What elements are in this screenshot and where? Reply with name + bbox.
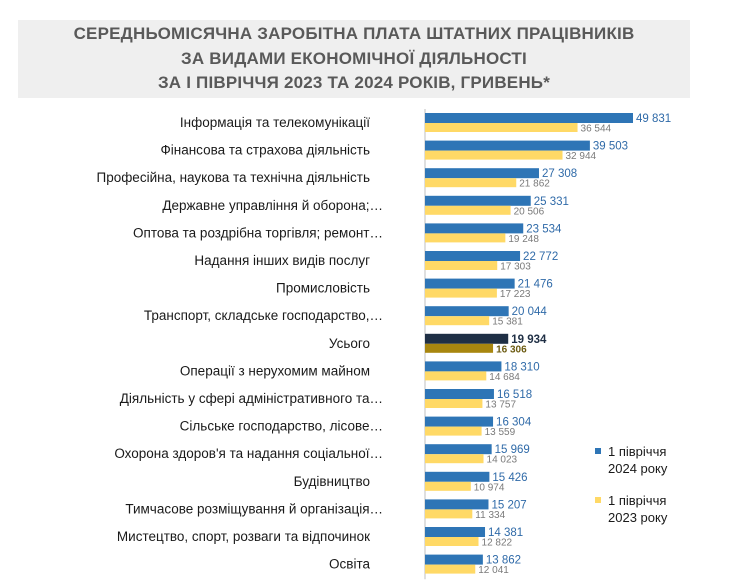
bar-2024 [425, 251, 521, 261]
value-label-2023: 15 381 [492, 317, 523, 328]
value-label-2023: 32 944 [566, 151, 597, 162]
bar-2024 [425, 113, 633, 123]
value-label-2023: 21 862 [519, 179, 550, 190]
value-label-2024: 27 308 [542, 168, 577, 180]
bar-2024 [425, 361, 502, 372]
category-label: Тимчасове розміщування й організація… [125, 501, 383, 516]
category-label: Будівництво [294, 474, 370, 489]
category-label: Державне управління й оборона;… [162, 198, 383, 213]
value-label-2023: 17 303 [500, 262, 531, 273]
legend-label: 1 півріччя [608, 444, 666, 459]
legend-swatch [595, 497, 601, 503]
category-label: Промисловість [276, 281, 370, 296]
value-label-2023: 13 757 [485, 400, 516, 411]
bar-2024 [425, 554, 483, 565]
value-label-2023: 19 248 [508, 234, 539, 245]
value-label-2024: 39 503 [593, 141, 628, 153]
value-label-2024: 22 772 [523, 251, 558, 263]
bar-2023 [425, 123, 578, 132]
legend-label: 2023 року [608, 510, 668, 525]
bar-2024 [425, 389, 494, 399]
bar-2024 [425, 195, 531, 206]
category-label: Інформація та телекомунікації [180, 115, 370, 130]
category-label: Надання інших видів послуг [194, 253, 370, 268]
legend-label: 2024 року [608, 461, 668, 476]
value-label-2024: 14 381 [488, 527, 523, 539]
bar-2023 [425, 481, 471, 491]
bar-2023 [425, 564, 476, 574]
value-label-2024: 15 969 [495, 444, 530, 456]
bar-2024 [425, 471, 490, 482]
bar-2024 [425, 168, 539, 179]
bar-2024 [425, 527, 486, 537]
value-label-2024: 49 831 [636, 113, 671, 125]
value-label-2024: 20 044 [512, 306, 548, 318]
category-label: Оптова та роздрібна торгівля; ремонт… [133, 225, 383, 240]
title-line-3: ЗА І ПІВРІЧЧЯ 2023 ТА 2024 РОКІВ, ГРИВЕН… [157, 73, 551, 92]
bar-2023 [425, 454, 484, 464]
bar-2023 [425, 288, 497, 298]
category-label: Усього [329, 336, 370, 351]
value-label-2023: 14 684 [489, 372, 520, 383]
value-label-2023: 16 306 [496, 344, 527, 355]
bar-2023 [425, 343, 494, 353]
category-label: Професійна, наукова та технічна діяльніс… [96, 170, 370, 185]
bar-2023 [425, 150, 563, 160]
category-label: Транспорт, складське господарство,… [144, 308, 383, 323]
bar-2024 [425, 278, 515, 289]
bar-2024 [425, 333, 509, 344]
value-label-2023: 11 334 [475, 510, 505, 521]
value-label-2024: 19 934 [511, 334, 547, 346]
bar-2024 [425, 223, 524, 234]
value-label-2024: 15 426 [492, 472, 527, 484]
value-label-2024: 13 862 [486, 555, 521, 567]
value-label-2024: 25 331 [534, 196, 569, 208]
bar-2024 [425, 499, 489, 510]
bar-2023 [425, 399, 483, 408]
category-label: Мистецтво, спорт, розваги та відпочинок [117, 529, 370, 544]
legend-swatch [595, 448, 601, 454]
category-label: Освіта [329, 557, 370, 572]
bar-2024 [425, 416, 494, 427]
bar-2023 [425, 316, 490, 326]
bar-2024 [425, 306, 509, 317]
bar-2023 [425, 537, 479, 546]
value-label-2024: 15 207 [491, 499, 526, 511]
value-label-2023: 17 223 [500, 289, 531, 300]
value-label-2024: 16 304 [496, 417, 532, 429]
value-label-2024: 16 518 [497, 389, 532, 401]
bar-2023 [425, 205, 511, 215]
bar-2023 [425, 233, 506, 243]
chart-title: СЕРЕДНЬОМІСЯЧНА ЗАРОБІТНА ПЛАТА ШТАТНИХ … [18, 20, 690, 98]
bar-2023 [425, 371, 487, 381]
category-label: Охорона здоров'я та надання соціальної… [114, 446, 383, 461]
value-label-2023: 14 023 [487, 455, 518, 466]
bar-2024 [425, 140, 590, 151]
value-label-2024: 21 476 [518, 279, 553, 291]
bar-2023 [425, 261, 498, 270]
value-label-2024: 23 534 [526, 223, 562, 235]
category-label: Операції з нерухомим майном [180, 363, 370, 378]
title-line-1: СЕРЕДНЬОМІСЯЧНА ЗАРОБІТНА ПЛАТА ШТАТНИХ … [73, 24, 635, 43]
category-label: Сільське господарство, лісове… [180, 419, 383, 434]
value-label-2024: 18 310 [504, 361, 539, 373]
value-label-2023: 13 559 [485, 427, 516, 438]
title-line-2: ЗА ВИДАМИ ЕКОНОМІЧНОЇ ДІЯЛЬНОСТІ [181, 49, 527, 68]
legend-label: 1 півріччя [608, 493, 666, 508]
value-label-2023: 20 506 [514, 206, 545, 217]
bar-2024 [425, 444, 492, 455]
category-label: Фінансова та страхова діяльність [160, 143, 370, 158]
bar-2023 [425, 509, 473, 519]
bar-2023 [425, 426, 482, 436]
value-label-2023: 36 544 [581, 124, 612, 135]
value-label-2023: 10 974 [474, 482, 505, 493]
bar-2023 [425, 178, 517, 188]
value-label-2023: 12 041 [478, 565, 509, 576]
value-label-2023: 12 822 [482, 538, 513, 549]
category-label: Діяльність у сфері адміністративного та… [120, 391, 383, 406]
